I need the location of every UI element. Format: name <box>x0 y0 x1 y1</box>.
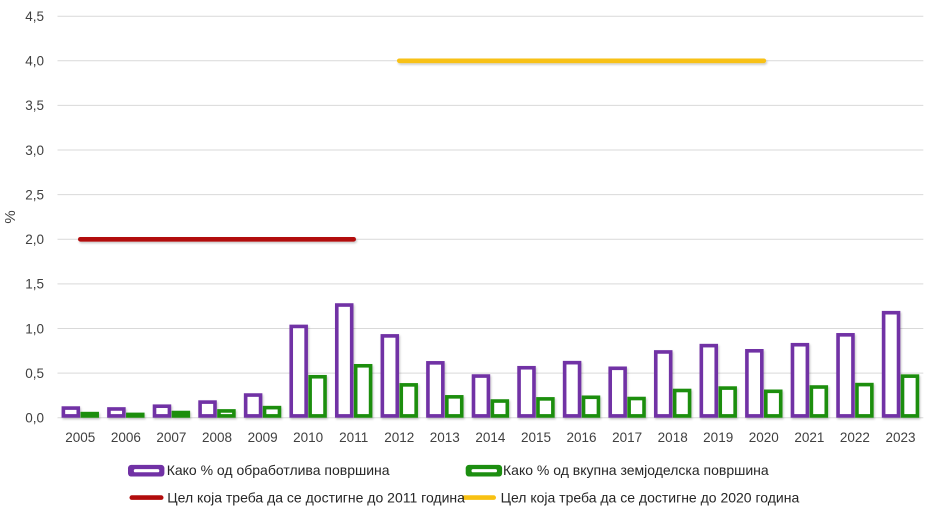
svg-text:2017: 2017 <box>612 430 642 445</box>
svg-text:2022: 2022 <box>840 430 870 445</box>
svg-text:2006: 2006 <box>111 430 141 445</box>
svg-text:2008: 2008 <box>202 430 232 445</box>
svg-text:2005: 2005 <box>65 430 95 445</box>
svg-text:2,5: 2,5 <box>25 187 44 202</box>
svg-text:3,5: 3,5 <box>25 98 44 113</box>
svg-text:Цел која треба да се достигне: Цел која треба да се достигне до 2011 го… <box>167 489 465 505</box>
svg-text:2023: 2023 <box>885 430 915 445</box>
svg-text:Како % од вкупна земјоделска п: Како % од вкупна земјоделска површина <box>503 462 769 478</box>
svg-text:2011: 2011 <box>339 430 368 445</box>
svg-text:2013: 2013 <box>430 430 460 445</box>
svg-text:2014: 2014 <box>475 430 506 445</box>
svg-text:2020: 2020 <box>749 430 779 445</box>
svg-text:1,0: 1,0 <box>25 321 44 336</box>
svg-text:2012: 2012 <box>384 430 414 445</box>
svg-text:2009: 2009 <box>248 430 278 445</box>
svg-text:2015: 2015 <box>521 430 551 445</box>
svg-text:4,5: 4,5 <box>25 9 44 24</box>
svg-text:1,5: 1,5 <box>25 277 44 292</box>
svg-text:2,0: 2,0 <box>25 232 44 247</box>
svg-text:4,0: 4,0 <box>25 54 44 69</box>
svg-text:2018: 2018 <box>658 430 688 445</box>
svg-text:Цел која треба да се достигне: Цел која треба да се достигне до 2020 го… <box>501 489 800 505</box>
svg-text:2021: 2021 <box>794 430 824 445</box>
svg-text:%: % <box>2 210 19 223</box>
svg-text:0,5: 0,5 <box>25 366 44 381</box>
svg-text:0,0: 0,0 <box>25 411 44 426</box>
svg-text:2007: 2007 <box>156 430 186 445</box>
svg-text:2019: 2019 <box>703 430 733 445</box>
svg-text:2016: 2016 <box>566 430 596 445</box>
svg-text:Како % од обработлива површина: Како % од обработлива површина <box>167 462 390 478</box>
svg-text:2010: 2010 <box>293 430 323 445</box>
svg-text:3,0: 3,0 <box>25 143 44 158</box>
